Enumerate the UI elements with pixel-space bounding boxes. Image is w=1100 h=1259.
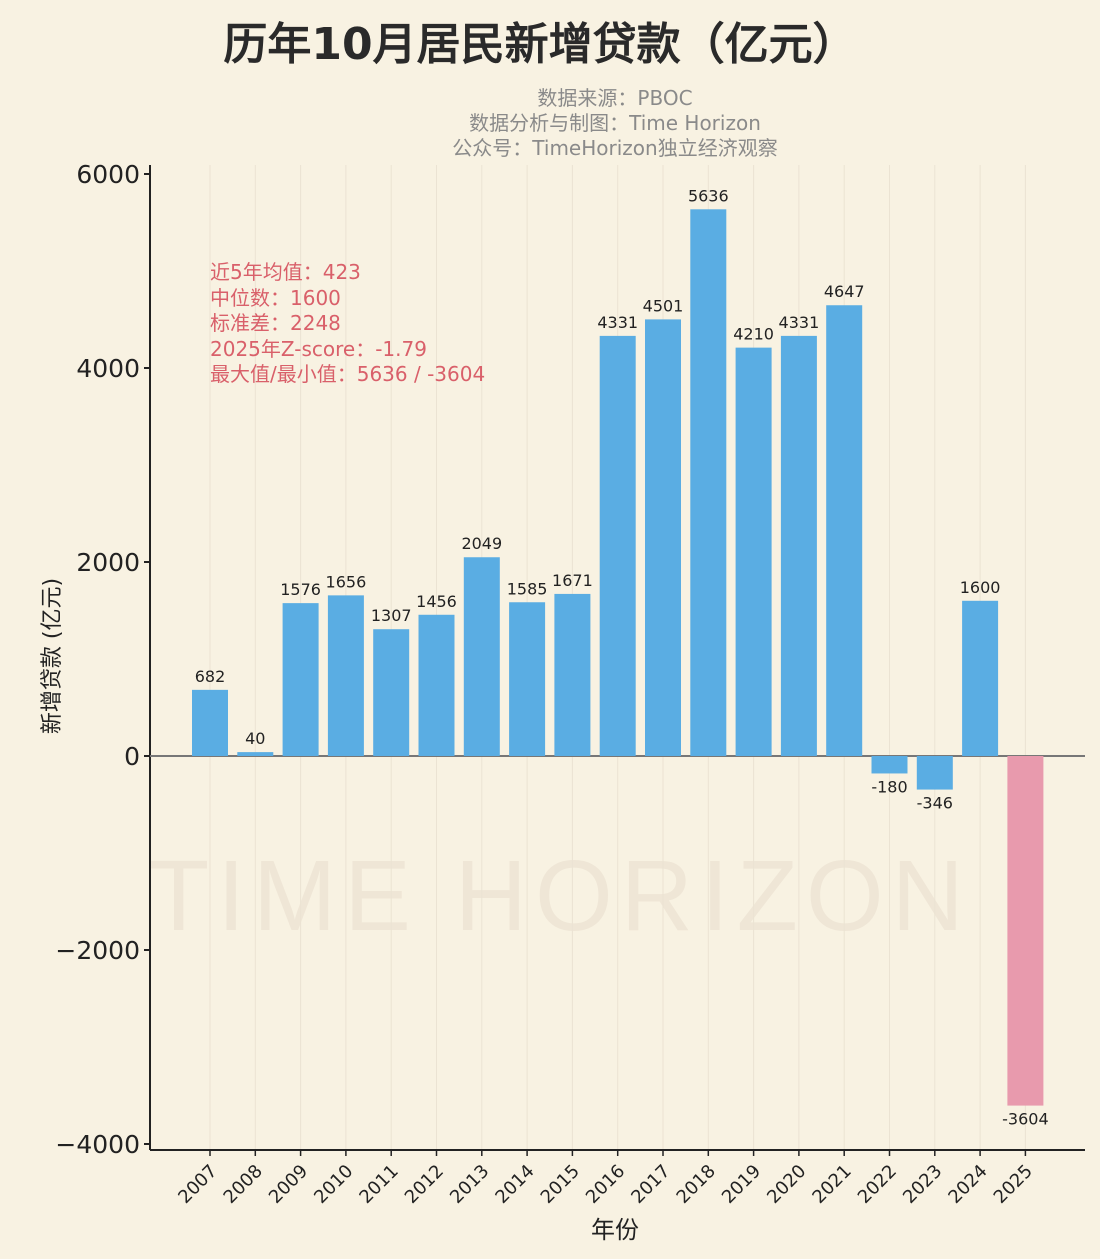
bar-2007: [192, 689, 228, 756]
x-tick-label: 2014: [491, 1161, 538, 1208]
data-label-2021: 4647: [824, 282, 865, 301]
chart-title: 历年10月居民新增贷款（亿元）: [223, 19, 857, 70]
y-tick-label: −4000: [55, 1130, 140, 1159]
data-label-2020: 4331: [779, 313, 820, 332]
data-label-2010: 1656: [326, 572, 367, 591]
x-tick-label: 2021: [808, 1161, 855, 1208]
bar-2018: [690, 209, 727, 757]
bar-2009: [282, 603, 319, 756]
bar-2014: [509, 602, 546, 756]
bar-2023: [916, 756, 953, 790]
bar-2021: [826, 305, 863, 756]
y-tick-label: 0: [124, 742, 140, 771]
stat-maxmin: 最大值/最小值：5636 / -3604: [210, 362, 486, 386]
data-label-2013: 2049: [461, 534, 502, 553]
bar-2008: [237, 752, 274, 756]
data-label-2016: 4331: [597, 313, 638, 332]
x-tick-label: 2007: [174, 1161, 221, 1208]
y-tick-label: 6000: [76, 160, 140, 189]
x-tick-label: 2012: [401, 1161, 448, 1208]
y-axis-label: 新增贷款 (亿元): [40, 577, 65, 735]
x-tick-label: 2018: [673, 1161, 720, 1208]
bar-2013: [463, 557, 500, 756]
x-tick-label: 2017: [627, 1161, 674, 1208]
data-label-2008: 40: [245, 729, 265, 748]
bar-2010: [327, 595, 364, 756]
x-tick-label: 2019: [718, 1161, 765, 1208]
data-label-2011: 1307: [371, 606, 412, 625]
x-tick-label: 2016: [582, 1161, 629, 1208]
x-tick-label: 2010: [310, 1161, 357, 1208]
x-tick-label: 2008: [220, 1161, 267, 1208]
x-tick-label: 2011: [355, 1161, 402, 1208]
stat-zscore: 2025年Z-score：-1.79: [210, 336, 427, 361]
account-text: 公众号：TimeHorizon独立经济观察: [452, 136, 778, 160]
source-text: 数据来源：PBOC: [537, 86, 693, 110]
data-label-2007: 682: [195, 667, 226, 686]
data-label-2023: -346: [917, 794, 953, 813]
data-label-2017: 4501: [643, 296, 684, 315]
bar-2017: [645, 319, 681, 756]
x-tick-label: 2020: [763, 1161, 810, 1208]
x-tick-label: 2009: [265, 1161, 312, 1208]
bar-2012: [418, 614, 455, 756]
data-label-2009: 1576: [280, 580, 321, 599]
data-label-2022: -180: [871, 777, 907, 796]
bar-2024: [962, 600, 999, 756]
bar-2015: [554, 593, 591, 756]
y-tick-label: 2000: [76, 548, 140, 577]
x-tick-label: 2024: [944, 1161, 991, 1208]
data-label-2015: 1671: [552, 571, 593, 590]
bar-2016: [599, 335, 636, 756]
author-text: 数据分析与制图：Time Horizon: [469, 111, 761, 135]
stat-std: 标准差：2248: [210, 311, 341, 335]
data-label-2019: 4210: [733, 325, 774, 344]
data-label-2012: 1456: [416, 592, 457, 611]
bar-2019: [735, 347, 772, 756]
bar-2022: [871, 756, 908, 774]
x-tick-label: 2015: [537, 1161, 584, 1208]
data-label-2014: 1585: [507, 579, 548, 598]
data-label-2018: 5636: [688, 186, 729, 205]
data-label-2024: 1600: [960, 578, 1001, 597]
bar-2025: [1007, 756, 1044, 1106]
stats-box: 近5年均值：423 中位数：1600 标准差：2248 2025年Z-score…: [210, 260, 485, 388]
bar-2011: [373, 629, 410, 756]
data-label-2025: -3604: [1002, 1110, 1049, 1129]
y-tick-label: −2000: [55, 936, 140, 965]
x-tick-label: 2023: [899, 1161, 946, 1208]
stat-median: 中位数：1600: [210, 285, 341, 310]
x-tick-label: 2013: [446, 1161, 493, 1208]
x-tick-label: 2022: [854, 1161, 901, 1208]
x-tick-label: 2025: [990, 1161, 1037, 1208]
watermark: TIME HORIZON: [148, 840, 972, 952]
x-axis-label: 年份: [591, 1216, 639, 1244]
stat-mean: 近5年均值：423: [210, 260, 361, 284]
y-tick-label: 4000: [76, 354, 140, 383]
bar-2020: [780, 335, 817, 756]
